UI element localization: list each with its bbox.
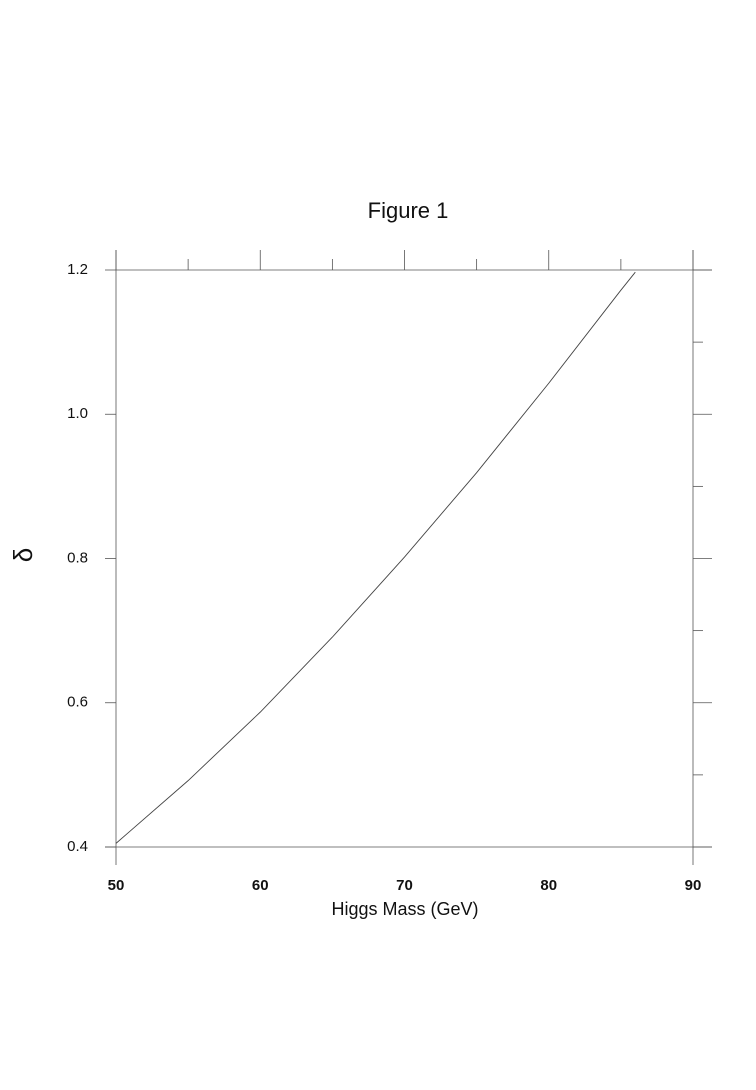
y-tick-label: 0.8: [67, 549, 88, 566]
x-tick-label: 60: [252, 877, 269, 894]
chart-title: Figure 1: [368, 198, 449, 223]
line-series: [115, 271, 636, 844]
x-tick-label: 80: [540, 877, 557, 894]
y-tick-label: 1.2: [67, 261, 88, 278]
y-tick-label: 1.0: [67, 405, 88, 422]
x-axis-label: Higgs Mass (GeV): [331, 899, 478, 919]
y-tick-label: 0.4: [67, 838, 88, 855]
y-tick-label: 0.6: [67, 694, 88, 711]
x-tick-label: 50: [108, 877, 125, 894]
x-tick-label: 90: [685, 877, 702, 894]
x-tick-label: 70: [396, 877, 413, 894]
y-axis-label: δ: [8, 548, 38, 562]
